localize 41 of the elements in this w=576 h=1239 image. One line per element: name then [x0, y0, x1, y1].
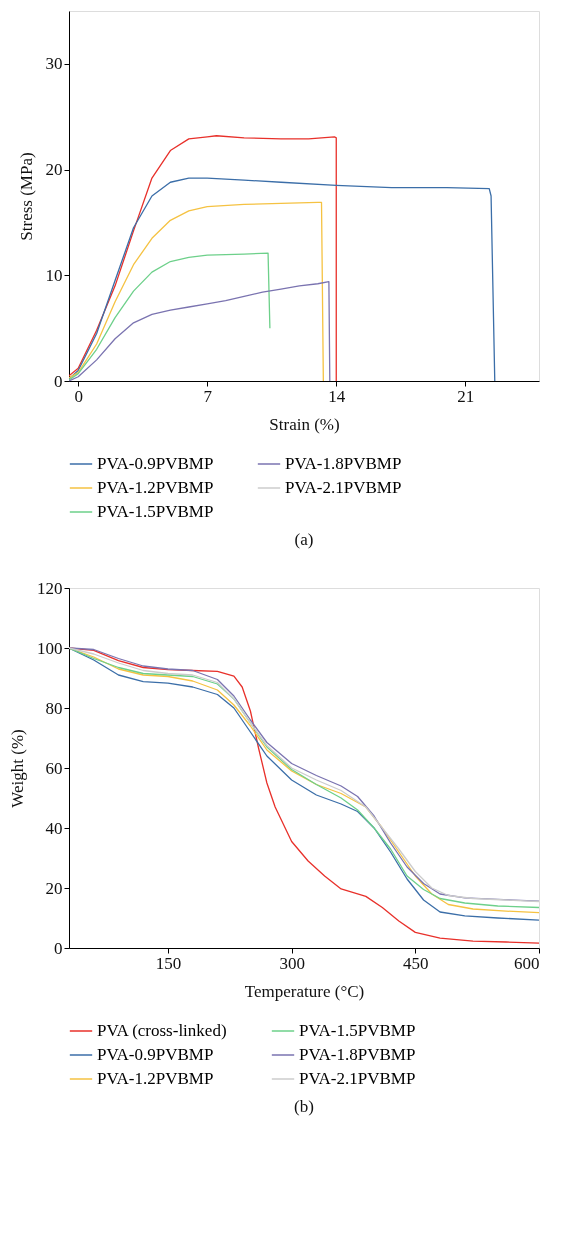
legend-label: PVA (cross-linked)	[97, 1021, 227, 1040]
y-tick-label: 0	[54, 938, 63, 958]
y-tick-label: 80	[45, 698, 63, 718]
x-tick-label: 14	[328, 386, 346, 406]
y-tick-label: 30	[45, 54, 63, 74]
line-series	[69, 201, 324, 381]
line-series	[69, 177, 496, 381]
legend-label: PVA-0.9PVBMP	[97, 454, 214, 473]
legend-label: PVA-1.8PVBMP	[299, 1045, 416, 1064]
legend-label: PVA-2.1PVBMP	[285, 478, 402, 497]
x-axis-title: Temperature (°C)	[244, 981, 365, 1001]
x-tick-label: 300	[279, 953, 305, 973]
y-axis-title: Weight (%)	[8, 729, 27, 808]
y-tick-label: 60	[45, 758, 63, 778]
x-tick-label: 7	[203, 386, 213, 406]
y-tick-label: 20	[45, 160, 63, 180]
text: (b)	[294, 1097, 314, 1116]
legend-label: PVA-0.9PVBMP	[97, 1045, 214, 1064]
line-series	[69, 280, 331, 381]
y-axis-title: Stress (MPa)	[16, 152, 36, 241]
text: (a)	[294, 530, 314, 549]
y-tick-label: 10	[45, 265, 63, 285]
y-tick-label: 40	[45, 818, 63, 838]
legend-label: PVA-1.5PVBMP	[97, 502, 214, 521]
x-axis-title: Strain (%)	[269, 414, 340, 434]
line-series	[69, 252, 271, 381]
legend-label: PVA-2.1PVBMP	[299, 1069, 416, 1088]
y-tick-label: 0	[54, 371, 63, 391]
legend-label: PVA-1.5PVBMP	[299, 1021, 416, 1040]
line-series	[69, 135, 337, 381]
legend-label: PVA-1.2PVBMP	[97, 478, 214, 497]
y-tick-label: 100	[37, 638, 63, 658]
x-tick-label: 450	[403, 953, 429, 973]
legend-label: PVA-1.2PVBMP	[97, 1069, 214, 1088]
x-tick-label: 21	[457, 386, 475, 406]
y-tick-label: 120	[37, 578, 63, 598]
legend-label: PVA-1.8PVBMP	[285, 454, 402, 473]
x-tick-label: 0	[74, 386, 83, 406]
x-tick-label: 600	[514, 953, 540, 973]
y-tick-label: 20	[45, 878, 63, 898]
x-tick-label: 150	[155, 953, 182, 973]
